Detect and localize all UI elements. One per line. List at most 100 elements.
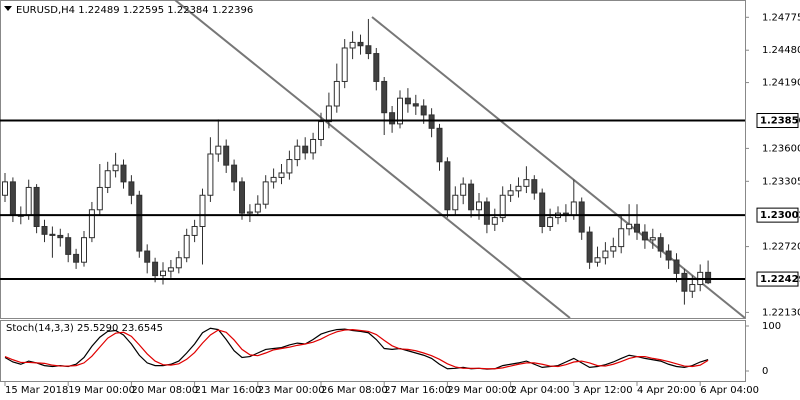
candle-body — [618, 228, 625, 248]
candle-body — [578, 201, 585, 233]
candle-body — [523, 179, 530, 187]
candle-body — [491, 217, 498, 225]
candle-body — [112, 164, 119, 172]
x-tick-label: 2 Apr 04:00 — [511, 385, 570, 396]
candle-body — [444, 161, 451, 211]
y-tick-label: 1.23305 — [762, 176, 800, 187]
candle-body — [215, 145, 222, 155]
x-tick-label: 27 Mar 16:00 — [384, 385, 451, 396]
level-label-box — [756, 271, 799, 287]
price-panel-frame — [0, 0, 746, 319]
candle-body — [333, 80, 340, 107]
candle-body — [681, 272, 688, 292]
candle-body — [231, 164, 238, 183]
candle-body — [239, 181, 245, 214]
candle-body — [507, 190, 514, 196]
candle-body — [594, 257, 601, 263]
candle-body — [128, 181, 135, 196]
candle-body — [531, 179, 538, 194]
candle-body — [476, 201, 482, 211]
candle-body — [349, 41, 356, 49]
candle-body — [136, 194, 143, 252]
candle-body — [570, 201, 577, 216]
candle-body — [96, 186, 103, 211]
x-tick-label: 15 Mar 2018 — [5, 385, 68, 396]
candle-body — [649, 237, 656, 241]
candle-body — [207, 153, 214, 196]
candle-body — [515, 185, 522, 192]
x-tick-label: 3 Apr 12:00 — [574, 385, 633, 396]
candle-body — [610, 246, 617, 252]
candle-body — [65, 237, 72, 255]
candle-body — [278, 172, 285, 178]
candle-body — [689, 284, 696, 292]
symbol: EURUSD,H4 — [16, 5, 75, 16]
plot-layer: 1.24775 1.24480 1.24190 1.23600 1.23305 1.227… — [0, 12, 800, 396]
y-tick-label: 1.24190 — [762, 78, 800, 89]
candle-body — [483, 201, 490, 225]
y-tick-label: 100 — [762, 321, 781, 332]
candle-body — [389, 112, 396, 125]
candle-body — [341, 47, 348, 82]
candle-body — [634, 223, 640, 233]
stoch-header: Stoch(14,3,3) 25.5290 23.6545 — [6, 323, 163, 334]
candle-body — [404, 97, 411, 105]
symbol-header: EURUSD,H4 1.22489 1.22595 1.22384 1.2239… — [16, 5, 253, 16]
stoch-line — [4, 327, 709, 370]
y-tick-label: 1.23600 — [762, 143, 800, 154]
stoch-signal-readout: 23.6545 — [122, 323, 163, 334]
candle-body — [167, 267, 174, 272]
candle-body — [302, 145, 309, 154]
candle-body — [357, 41, 364, 47]
candle-body — [641, 231, 648, 241]
candle-body — [2, 181, 8, 196]
candle-body — [175, 257, 182, 269]
candle-body — [152, 261, 159, 277]
candle-body — [397, 97, 403, 125]
y-tick-label: 1.24480 — [762, 45, 800, 56]
candle-body — [705, 271, 712, 284]
candle-body — [665, 250, 672, 261]
open-readout: 1.22489 — [78, 5, 119, 16]
level-label-box — [756, 207, 799, 223]
candle-body — [468, 183, 475, 211]
level-label: 1.23850 — [760, 116, 800, 127]
candle-body — [499, 194, 506, 219]
close-readout: 1.22396 — [212, 5, 253, 16]
candle-body — [183, 234, 190, 259]
candle-body — [373, 53, 380, 82]
trend-channel — [174, 0, 745, 318]
level-label-box — [756, 113, 799, 129]
candle-body — [657, 237, 664, 252]
stoch-title: Stoch(14,3,3) — [6, 323, 74, 334]
candle-body — [412, 103, 419, 107]
x-tick-label: 19 Mar 00:00 — [68, 385, 135, 396]
level-label: 1.22429 — [760, 274, 800, 285]
candle-body — [310, 138, 317, 154]
high-readout: 1.22595 — [123, 5, 164, 16]
candle-body — [420, 105, 427, 116]
candle-body — [49, 233, 56, 236]
x-tick-label: 26 Mar 08:00 — [321, 385, 388, 396]
candle-body — [318, 121, 324, 140]
candle-body — [57, 234, 64, 239]
candle-body — [460, 183, 467, 196]
candle-body — [452, 194, 459, 211]
x-tick-label: 21 Mar 16:00 — [195, 385, 262, 396]
stoch-main-readout: 25.5290 — [77, 323, 118, 334]
stoch-panel-frame — [0, 320, 746, 382]
trend-line — [174, 0, 571, 318]
candle-body — [262, 181, 269, 205]
candle-body — [325, 105, 332, 123]
candle-body — [144, 250, 151, 263]
low-readout: 1.22384 — [167, 5, 208, 16]
candle-body — [246, 211, 253, 214]
candle-body — [73, 253, 80, 263]
y-tick-label: 1.22720 — [762, 242, 800, 253]
stoch-line — [4, 328, 709, 370]
candle-body — [626, 223, 633, 230]
y-tick-label: 1.22130 — [762, 307, 800, 318]
x-tick-label: 6 Apr 04:00 — [700, 385, 759, 396]
